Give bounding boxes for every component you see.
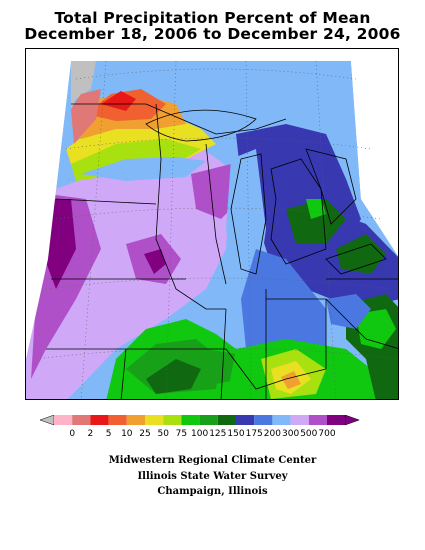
legend-tick-label: 10 bbox=[121, 429, 133, 439]
graticule bbox=[35, 60, 398, 399]
legend-swatch bbox=[181, 415, 200, 425]
legend-swatch bbox=[236, 415, 255, 425]
legend-tick-label: 500 bbox=[300, 429, 317, 439]
legend-arrow-low bbox=[40, 415, 55, 426]
legend-tick-label: 150 bbox=[227, 429, 244, 439]
legend-tick-label: 5 bbox=[106, 429, 112, 439]
legend-swatch bbox=[54, 415, 73, 425]
precipitation-map bbox=[25, 48, 399, 400]
legend-swatch bbox=[199, 415, 218, 425]
legend-swatch bbox=[290, 415, 309, 425]
legend-arrow-high bbox=[344, 415, 360, 426]
legend-tick-label: 300 bbox=[282, 429, 299, 439]
legend-swatch bbox=[217, 415, 236, 425]
legend-swatch bbox=[327, 415, 346, 425]
legend-tick-label: 0 bbox=[69, 429, 75, 439]
legend-tick-label: 100 bbox=[191, 429, 208, 439]
legend-tick-label: 50 bbox=[157, 429, 169, 439]
legend-tick-label: 25 bbox=[139, 429, 150, 439]
map-canvas bbox=[26, 49, 398, 399]
legend-swatch bbox=[126, 415, 145, 425]
legend-tick-label: 200 bbox=[264, 429, 281, 439]
legend-tick-label: 175 bbox=[246, 429, 263, 439]
legend-swatch bbox=[163, 415, 182, 425]
legend-tick-label: 75 bbox=[176, 429, 187, 439]
credit-survey: Illinois State Water Survey bbox=[137, 471, 288, 482]
credit-location: Champaign, Illinois bbox=[157, 486, 268, 497]
legend-tick-label: 125 bbox=[209, 429, 226, 439]
legend-swatch bbox=[145, 415, 164, 425]
legend-tick-label: 2 bbox=[88, 429, 94, 439]
color-scale-legend: 0 2 5 10 25 50 75 100 125 150 175 200 300 500 700 bbox=[40, 415, 360, 439]
legend-swatch bbox=[272, 415, 291, 425]
legend-swatch bbox=[108, 415, 127, 425]
precip-shading bbox=[26, 49, 398, 399]
boundaries bbox=[46, 103, 398, 399]
credit-organization: Midwestern Regional Climate Center bbox=[108, 455, 317, 466]
legend-swatch bbox=[90, 415, 109, 425]
legend-swatch bbox=[308, 415, 327, 425]
date-range-subtitle: December 18, 2006 to December 24, 2006 bbox=[24, 25, 401, 43]
legend-swatch bbox=[254, 415, 273, 425]
legend-swatch bbox=[72, 415, 91, 425]
legend-tick-label: 700 bbox=[318, 429, 335, 439]
map-title: Total Precipitation Percent of Mean bbox=[54, 9, 371, 27]
